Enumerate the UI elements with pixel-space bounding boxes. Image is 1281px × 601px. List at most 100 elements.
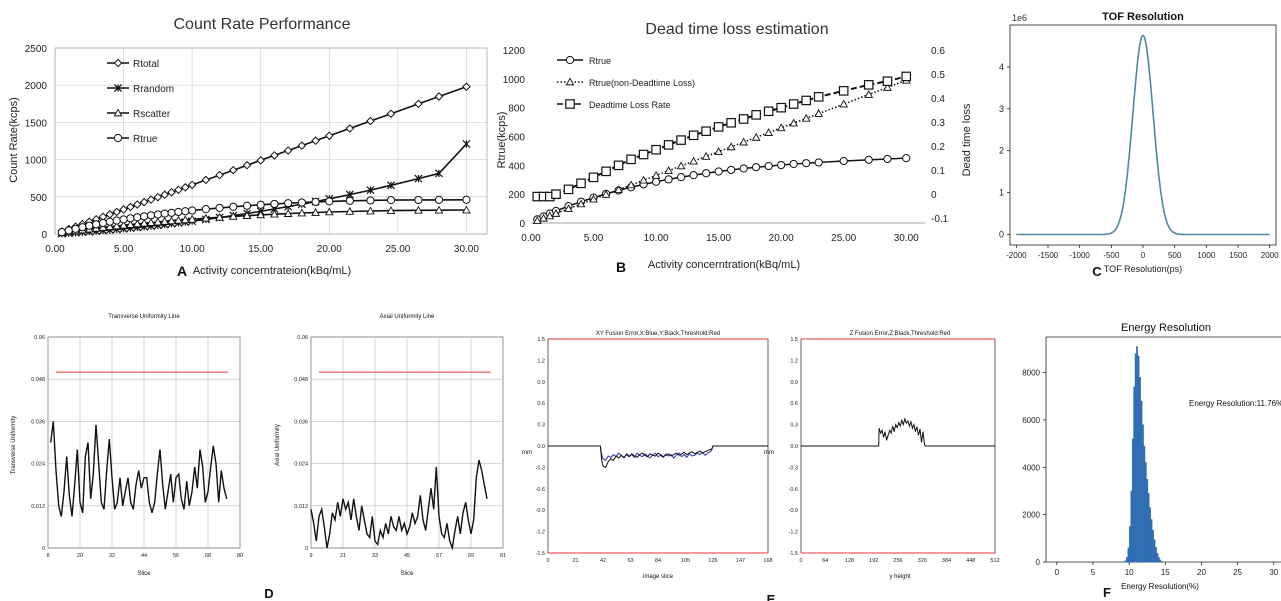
data-point-Rtrue bbox=[815, 159, 822, 166]
x-tick-label: -2000 bbox=[1006, 251, 1027, 260]
data-point-Rtotal bbox=[106, 211, 113, 218]
data-point-Rtotal bbox=[387, 110, 394, 117]
y2-tick-label: 0.2 bbox=[931, 142, 945, 153]
data-point-Rtrue(non-Deadtime Loss) bbox=[665, 167, 672, 173]
legend-marker bbox=[566, 56, 573, 63]
data-point-Rtotal bbox=[367, 117, 374, 124]
data-point-Rtotal bbox=[182, 184, 189, 191]
x-tick-label: 84 bbox=[655, 558, 661, 564]
panel-label-F: F bbox=[1103, 585, 1111, 600]
chart-E2-ylabel: mm bbox=[764, 450, 774, 456]
data-point-Rtrue bbox=[93, 221, 100, 228]
plot-C: 0 1 2 3 4 -2000 -1500 -1000 -500 0 500 1000 1500 2000 bbox=[999, 25, 1279, 260]
y2-tick-label: 0.5 bbox=[931, 70, 945, 81]
data-point-Deadtime Loss Rate bbox=[614, 161, 622, 169]
data-point-Rtrue bbox=[120, 216, 127, 223]
y-tick-label: 8000 bbox=[1022, 369, 1040, 378]
legend-marker bbox=[114, 134, 121, 141]
histogram-bar bbox=[1145, 463, 1146, 562]
data-point-Rtrue(non-Deadtime Loss) bbox=[690, 158, 697, 164]
x-tick-label: 192 bbox=[869, 558, 878, 564]
data-point-Rtrue(non-Deadtime Loss) bbox=[740, 139, 747, 145]
data-point-Rtrue(non-Deadtime Loss) bbox=[803, 115, 810, 121]
data-point-Deadtime Loss Rate bbox=[664, 141, 672, 149]
chart-E1-ylabel: mm bbox=[522, 450, 532, 456]
data-point-Rtotal bbox=[154, 194, 161, 201]
data-point-Rtrue bbox=[884, 155, 891, 162]
y-tick-label: 4000 bbox=[1022, 463, 1040, 472]
histogram-bar bbox=[1144, 446, 1145, 562]
y-tick-label: 1200 bbox=[503, 46, 526, 57]
panel-C: TOF Resolution 1e6 TOF Resolution(ps) C … bbox=[999, 11, 1279, 279]
y2-tick-label: 0.1 bbox=[931, 166, 945, 177]
x-tick-label: 10.00 bbox=[180, 244, 205, 255]
x-tick-label: 5 bbox=[1091, 568, 1096, 577]
x-tick-label: 69 bbox=[468, 553, 474, 559]
data-point-Rtotal bbox=[312, 137, 319, 144]
x-tick-label: 33 bbox=[372, 553, 378, 559]
histogram-bar bbox=[1132, 439, 1133, 562]
x-tick-label: 256 bbox=[893, 558, 902, 564]
data-point-Rtrue bbox=[840, 157, 847, 164]
data-point-Rrandom bbox=[463, 140, 470, 147]
data-point-Rtotal bbox=[189, 181, 196, 188]
y-tick-label: 3 bbox=[999, 104, 1004, 114]
y2-tick-label: 0 bbox=[931, 190, 937, 201]
data-point-Rtrue bbox=[86, 222, 93, 229]
data-point-Rtrue bbox=[285, 200, 292, 207]
panel-D-axial: Axial Uniformity Line Axial Uniformity S… bbox=[264, 314, 506, 601]
y-tick-label: -0.9 bbox=[536, 508, 545, 514]
panel-E-xy: XY Fusion Error,X:Blue,Y:Black,Threshold… bbox=[522, 331, 773, 580]
histogram-bar bbox=[1126, 557, 1127, 562]
y-tick-label: 800 bbox=[508, 104, 525, 115]
tof-curve bbox=[1016, 36, 1269, 235]
data-point-Rtrue bbox=[463, 196, 470, 203]
y-tick-label: 0 bbox=[999, 230, 1004, 240]
y-tick-label: 0.0 bbox=[790, 444, 798, 450]
chart-D1-title: Transverse Uniformity Line bbox=[108, 314, 180, 320]
histogram-bar bbox=[1157, 553, 1158, 562]
x-tick-label: 30.00 bbox=[454, 244, 479, 255]
x-tick-label: 0 bbox=[1055, 568, 1060, 577]
legend-label: Deadtime Loss Rate bbox=[589, 100, 671, 110]
data-point-Rtrue bbox=[690, 172, 697, 179]
data-point-Rtrue bbox=[79, 224, 86, 231]
data-point-Rtrue bbox=[65, 227, 72, 234]
data-point-Rtrue bbox=[216, 204, 223, 211]
data-point-Rtrue bbox=[230, 203, 237, 210]
y-tick-label: 500 bbox=[30, 193, 47, 204]
x-tick-label: 25.00 bbox=[385, 244, 410, 255]
chart-E1-xlabel: image slice bbox=[643, 574, 674, 580]
data-point-Rtrue(non-Deadtime Loss) bbox=[765, 129, 772, 135]
x-tick-label: 20 bbox=[77, 553, 83, 559]
data-point-Deadtime Loss Rate bbox=[602, 167, 610, 175]
y-tick-label: 0.0 bbox=[537, 444, 545, 450]
x-tick-label: 9 bbox=[309, 553, 312, 559]
y-tick-label: -1.2 bbox=[536, 530, 545, 536]
chart-F-xlabel: Energy Resolution(%) bbox=[1121, 582, 1199, 591]
panel-label-C: C bbox=[1092, 264, 1102, 279]
x-tick-label: 448 bbox=[966, 558, 975, 564]
y-tick-label: -1.2 bbox=[789, 530, 798, 536]
histogram-bar bbox=[1160, 560, 1161, 562]
x-tick-label: 15.00 bbox=[706, 233, 731, 244]
legend-marker bbox=[566, 78, 573, 84]
x-tick-label: 10 bbox=[1125, 568, 1134, 577]
panel-label-E: E bbox=[767, 592, 776, 601]
y-tick-label: 1.2 bbox=[537, 358, 545, 364]
data-point-Rtrue bbox=[134, 214, 141, 221]
y-tick-label: 1 bbox=[999, 188, 1004, 198]
data-point-Deadtime Loss Rate bbox=[689, 131, 697, 139]
y2-tick-label: 0.6 bbox=[931, 46, 945, 57]
data-point-Deadtime Loss Rate bbox=[739, 115, 747, 123]
data-point-Rtrue bbox=[740, 165, 747, 172]
data-point-Rtrue bbox=[113, 217, 120, 224]
y-tick-label: 0.036 bbox=[31, 419, 45, 425]
histogram-bar bbox=[1133, 387, 1134, 562]
y-tick-label: 2500 bbox=[25, 44, 48, 55]
y2-tick-label: 0.3 bbox=[931, 118, 945, 129]
data-point-Deadtime Loss Rate bbox=[777, 103, 785, 111]
data-point-Deadtime Loss Rate bbox=[883, 77, 891, 85]
data-point-Rtotal bbox=[463, 83, 470, 90]
histogram-bar bbox=[1161, 561, 1162, 562]
